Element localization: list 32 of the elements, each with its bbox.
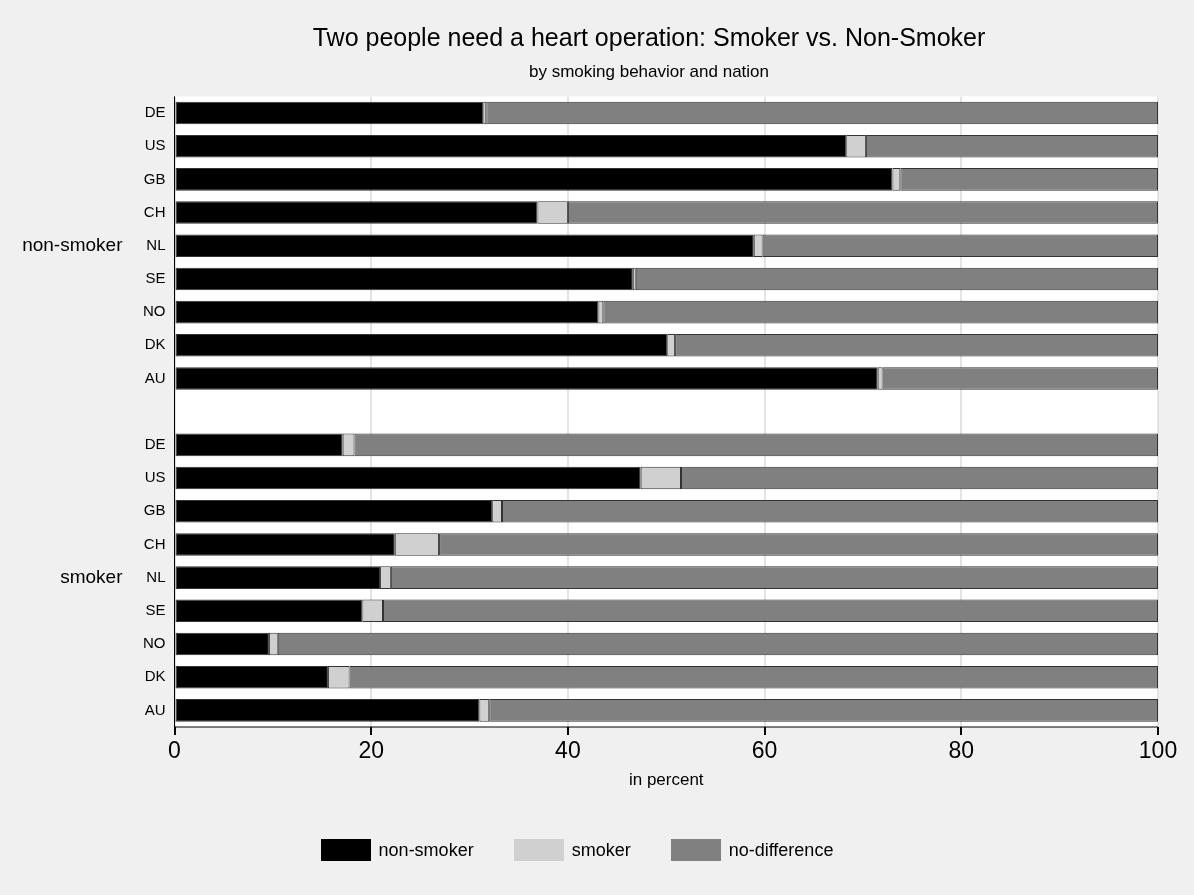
y-tick-label: CH bbox=[143, 202, 166, 220]
text: non-smoker bbox=[22, 233, 124, 255]
y-tick-label: DE bbox=[144, 435, 166, 453]
x-tick-label: 20 bbox=[358, 737, 384, 764]
y-tick-label: SE bbox=[145, 269, 166, 287]
y-tick-label: US bbox=[144, 136, 166, 154]
x-tick-label: 100 bbox=[1138, 737, 1178, 764]
y-tick-label: AU bbox=[144, 368, 166, 386]
y-tick-label: US bbox=[144, 468, 166, 486]
legend-label: no-difference bbox=[728, 839, 834, 861]
y-tick-label: DK bbox=[144, 667, 166, 685]
y-tick-label: CH bbox=[143, 534, 166, 552]
y-tick-label: NO bbox=[143, 302, 166, 320]
text: smoker bbox=[60, 565, 124, 587]
x-axis-title: in percent bbox=[628, 770, 704, 790]
chart-title: Two people need a heart operation: Smoker vs. Non-Smoker bbox=[312, 22, 986, 51]
legend-label: non-smoker bbox=[378, 839, 474, 861]
y-tick-label: GB bbox=[143, 169, 166, 187]
x-tick-label: 0 bbox=[168, 737, 181, 764]
x-tick-label: 60 bbox=[751, 737, 778, 764]
y-tick-label: NL bbox=[146, 567, 166, 585]
y-tick-label: NO bbox=[143, 634, 166, 652]
x-tick-label: 80 bbox=[948, 737, 975, 764]
y-tick-label: SE bbox=[145, 600, 166, 618]
y-tick-label: AU bbox=[144, 700, 166, 718]
legend-label: smoker bbox=[571, 839, 631, 861]
y-tick-label: GB bbox=[143, 501, 166, 519]
chart-subtitle: by smoking behavior and nation bbox=[528, 61, 770, 81]
x-tick-label: 40 bbox=[555, 737, 581, 764]
y-tick-label: DE bbox=[144, 103, 166, 121]
y-tick-label: NL bbox=[146, 235, 166, 253]
y-tick-label: DK bbox=[144, 335, 166, 353]
